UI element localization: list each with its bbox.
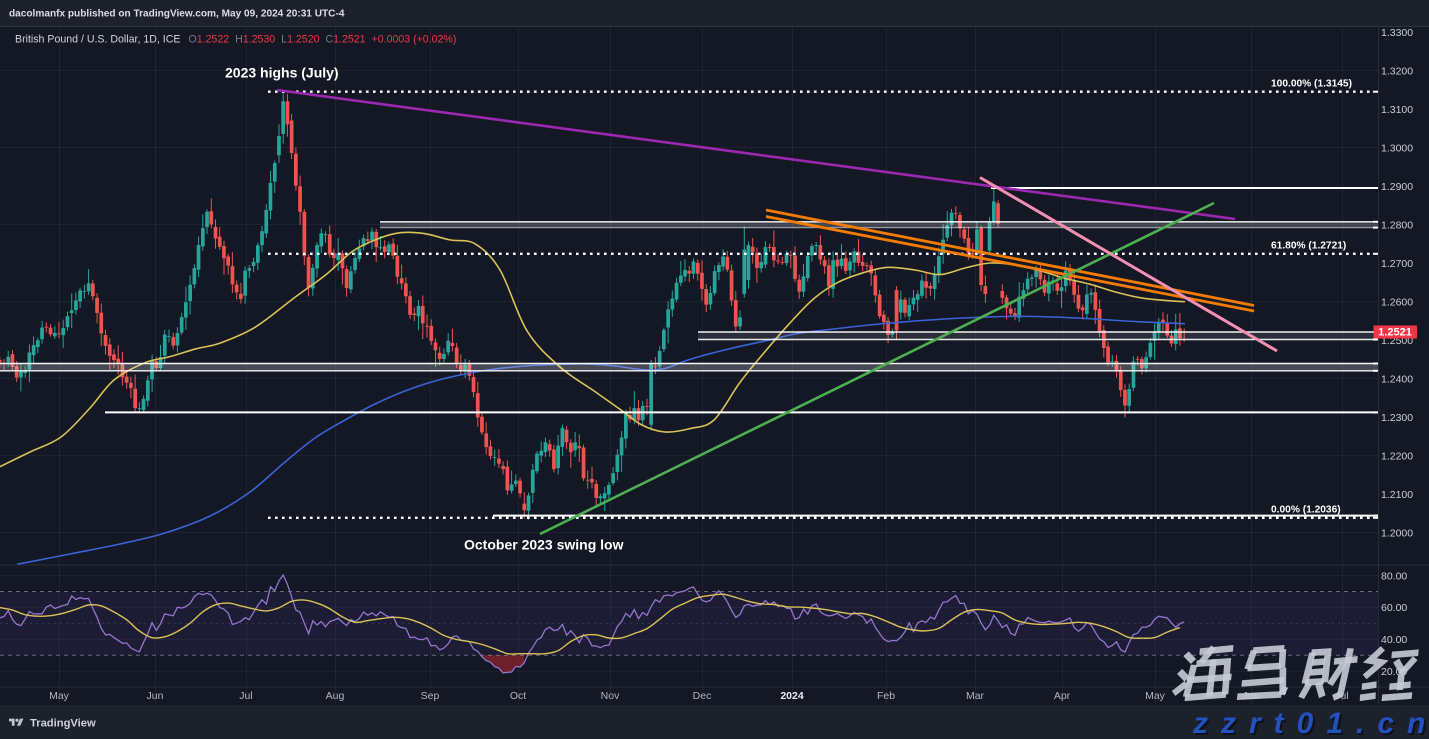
svg-text:zzrt01.cn: zzrt01.cn xyxy=(1192,707,1429,739)
svg-text:2023 highs (July): 2023 highs (July) xyxy=(225,65,339,81)
svg-text:Mar: Mar xyxy=(966,690,985,702)
svg-text:61.80% (1.2721): 61.80% (1.2721) xyxy=(1271,241,1346,252)
svg-text:2024: 2024 xyxy=(780,690,804,702)
svg-text:40.00: 40.00 xyxy=(1381,634,1407,646)
svg-text:Apr: Apr xyxy=(1054,690,1071,702)
svg-text:TradingView: TradingView xyxy=(30,718,96,730)
svg-text:Aug: Aug xyxy=(326,690,345,702)
svg-text:1.3100: 1.3100 xyxy=(1381,104,1413,116)
svg-text:Dec: Dec xyxy=(693,690,712,702)
svg-text:80.00: 80.00 xyxy=(1381,570,1407,582)
svg-text:British Pound / U.S. Dollar, 1: British Pound / U.S. Dollar, 1D, ICE O1.2… xyxy=(15,34,456,46)
svg-text:May: May xyxy=(1145,690,1166,702)
svg-text:1.2800: 1.2800 xyxy=(1381,219,1413,231)
svg-text:Jun: Jun xyxy=(147,690,164,702)
svg-text:1.2600: 1.2600 xyxy=(1381,296,1413,308)
svg-text:Nov: Nov xyxy=(601,690,620,702)
svg-text:100.00% (1.3145): 100.00% (1.3145) xyxy=(1271,79,1352,90)
svg-text:May: May xyxy=(49,690,70,702)
svg-text:1.3000: 1.3000 xyxy=(1381,142,1413,154)
svg-text:Feb: Feb xyxy=(877,690,895,702)
svg-text:60.00: 60.00 xyxy=(1381,602,1407,614)
svg-text:October 2023 swing low: October 2023 swing low xyxy=(464,537,624,553)
svg-text:1.2400: 1.2400 xyxy=(1381,373,1413,385)
svg-text:1.3200: 1.3200 xyxy=(1381,65,1413,77)
svg-text:1.2300: 1.2300 xyxy=(1381,412,1413,424)
svg-text:Jul: Jul xyxy=(239,690,252,702)
svg-text:1.2700: 1.2700 xyxy=(1381,258,1413,270)
svg-text:Sep: Sep xyxy=(421,690,440,702)
svg-text:Oct: Oct xyxy=(510,690,526,702)
svg-text:0.00% (1.2036): 0.00% (1.2036) xyxy=(1271,505,1341,516)
svg-text:1.2200: 1.2200 xyxy=(1381,450,1413,462)
svg-text:1.3300: 1.3300 xyxy=(1381,27,1413,39)
svg-text:dacolmanfx published on Tradin: dacolmanfx published on TradingView.com,… xyxy=(9,9,345,20)
svg-text:1.2521: 1.2521 xyxy=(1378,327,1412,339)
svg-text:1.2100: 1.2100 xyxy=(1381,489,1413,501)
svg-text:1.2900: 1.2900 xyxy=(1381,181,1413,193)
svg-text:zzrt01.cn: zzrt01.cn xyxy=(1194,709,1429,739)
svg-text:1.2000: 1.2000 xyxy=(1381,527,1413,539)
